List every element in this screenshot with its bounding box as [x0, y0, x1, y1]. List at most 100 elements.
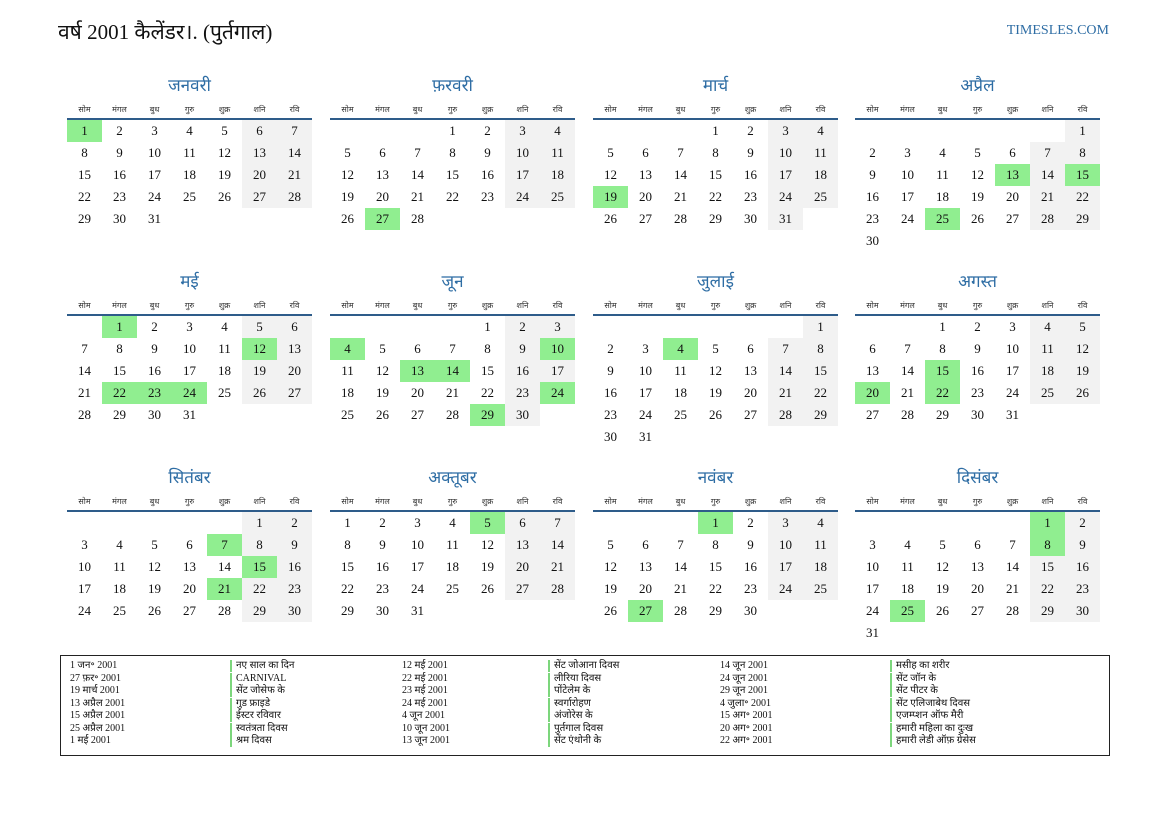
weekday-label: शनि	[516, 301, 529, 310]
day: 19	[148, 581, 161, 596]
holiday-marker	[890, 672, 892, 685]
weekday-label: मंगल	[375, 301, 390, 310]
month-rule	[67, 314, 312, 316]
holiday-name: ईस्टर रविवार	[236, 710, 281, 721]
weekday-label: मंगल	[112, 105, 127, 114]
day: 10	[768, 534, 803, 556]
day: 12	[218, 145, 231, 160]
day: 6	[242, 120, 277, 142]
day: 30	[113, 211, 126, 226]
day: 29	[1065, 208, 1100, 230]
holiday-name: सेंट पीटर के	[896, 685, 938, 696]
day: 8	[484, 341, 491, 356]
holiday-marker	[548, 722, 550, 735]
weekday-label: मंगल	[375, 105, 390, 114]
day: 14	[540, 534, 575, 556]
holiday-name: सेंट जोसेफ के	[236, 685, 285, 696]
day: 21	[1006, 581, 1019, 596]
weekday-label: बुध	[937, 497, 948, 506]
day: 4	[116, 537, 123, 552]
weekday-label: गुरु	[447, 105, 458, 114]
day: 30	[604, 429, 617, 444]
day: 24	[148, 189, 161, 204]
holiday-date: 25 अप्रैल 2001	[70, 722, 126, 734]
day: 25	[341, 407, 354, 422]
weekday-label: मंगल	[900, 301, 915, 310]
month-rule	[330, 510, 575, 512]
day: 28	[411, 211, 424, 226]
day: 18	[446, 559, 459, 574]
day: 27	[411, 407, 424, 422]
month-rule	[67, 118, 312, 120]
month-rule	[855, 118, 1100, 120]
day: 11	[341, 363, 354, 378]
holiday-marker	[548, 735, 550, 747]
day: 17	[78, 581, 91, 596]
day: 23	[481, 189, 494, 204]
day: 27	[277, 382, 312, 404]
day: 25	[446, 581, 459, 596]
holiday-marker	[230, 685, 232, 697]
day: 28	[218, 603, 231, 618]
weekday-label: शुक्र	[218, 301, 231, 310]
day: 15	[481, 363, 494, 378]
day: 26	[971, 211, 984, 226]
holiday-date: 12 मई 2001	[402, 660, 448, 671]
weekday-label: शुक्र	[744, 497, 757, 506]
day: 20	[744, 385, 757, 400]
day: 7	[768, 338, 803, 360]
day: 26	[1065, 382, 1100, 404]
day: 12	[1065, 338, 1100, 360]
day: 3	[904, 145, 911, 160]
day: 23	[971, 385, 984, 400]
holiday-date: 15 अग॰ 2001	[720, 710, 773, 721]
day: 20	[639, 581, 652, 596]
day: 17	[1006, 363, 1019, 378]
day: 14	[1030, 164, 1065, 186]
day: 18	[674, 385, 687, 400]
day: 8	[449, 145, 456, 160]
weekday-label: सोम	[866, 497, 879, 506]
day: 11	[674, 363, 687, 378]
day: 5	[344, 145, 351, 160]
site-link[interactable]: TIMESLES.COM	[1006, 23, 1109, 38]
day: 30	[866, 233, 879, 248]
day: 4	[1030, 316, 1065, 338]
day: 19	[709, 385, 722, 400]
day: 7	[677, 537, 684, 552]
day: 29	[242, 600, 277, 622]
day: 14	[78, 363, 91, 378]
day: 3	[768, 512, 803, 534]
day: 2	[379, 515, 386, 530]
month-name: जुलाई	[697, 272, 734, 291]
day: 10	[505, 142, 540, 164]
day: 29	[936, 407, 949, 422]
month-name: सितंबर	[168, 468, 211, 487]
holiday-marker	[890, 685, 892, 697]
weekday-label: शनि	[1041, 301, 1054, 310]
day: 21	[78, 385, 91, 400]
holiday-day: 22	[102, 382, 137, 404]
day: 1	[803, 316, 838, 338]
day: 23	[744, 189, 757, 204]
day: 31	[411, 603, 424, 618]
day: 15	[709, 559, 722, 574]
day: 14	[674, 559, 687, 574]
holiday-day: 12	[242, 338, 277, 360]
day: 20	[971, 581, 984, 596]
day: 10	[411, 537, 424, 552]
holiday-day: 27	[365, 208, 400, 230]
holiday-marker	[230, 722, 232, 735]
day: 2	[484, 123, 491, 138]
day: 21	[540, 556, 575, 578]
day: 25	[113, 603, 126, 618]
day: 31	[866, 625, 879, 640]
day: 9	[505, 338, 540, 360]
day: 13	[744, 363, 757, 378]
day: 6	[277, 316, 312, 338]
holiday-day: 27	[628, 600, 663, 622]
weekday-label: रवि	[552, 497, 563, 506]
holiday-name: पुर्तगाल दिवस	[554, 722, 604, 734]
holiday-date: 22 अग॰ 2001	[720, 735, 773, 746]
